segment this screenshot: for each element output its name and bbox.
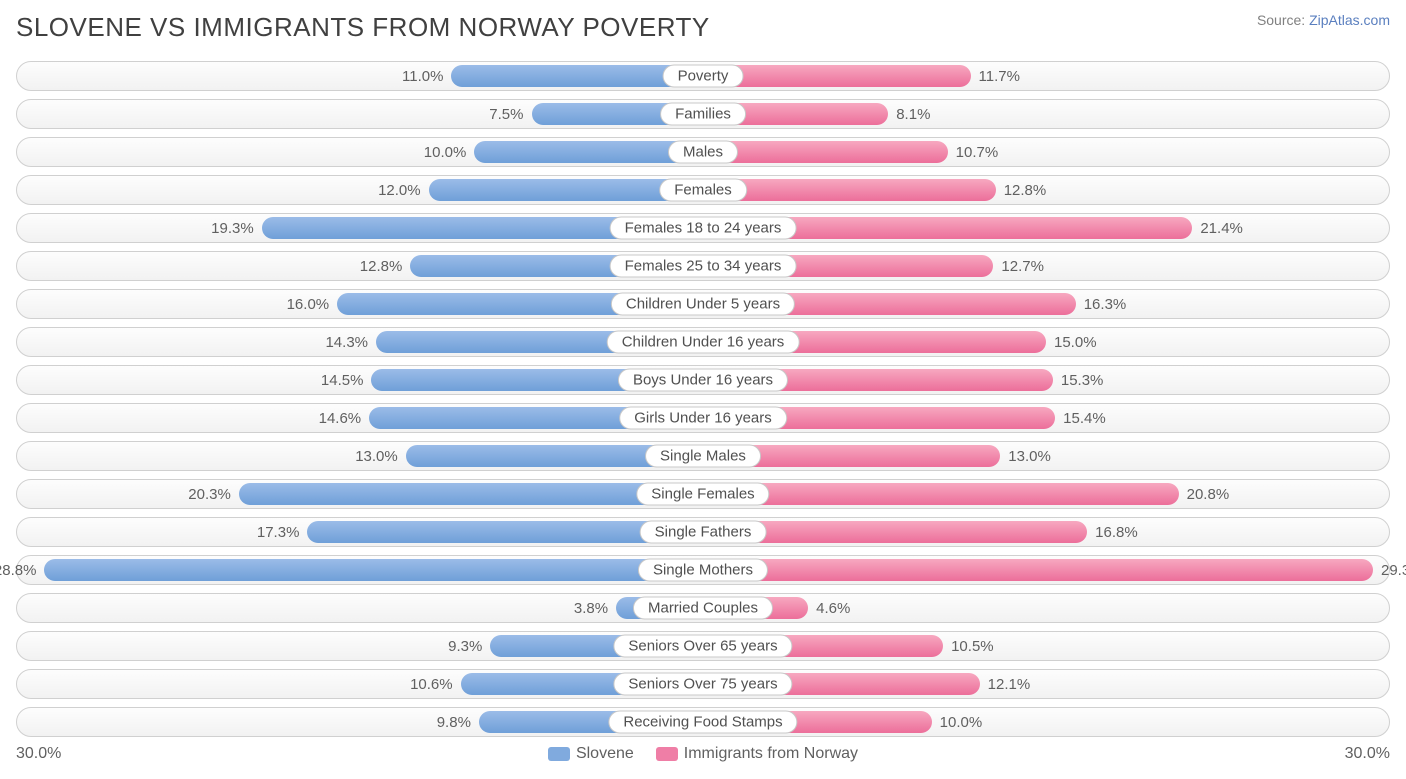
legend-swatch-right — [656, 747, 678, 761]
bar-right — [703, 483, 1179, 505]
bar-right — [703, 141, 948, 163]
chart-row: 9.3% 10.5% Seniors Over 65 years — [16, 631, 1390, 661]
chart-legend: Slovene Immigrants from Norway — [61, 745, 1344, 763]
diverging-bar-chart: 11.0%11.7%Poverty7.5%8.1%Families10.0%10… — [16, 61, 1390, 737]
chart-row: 12.8% 12.7% Females 25 to 34 years — [16, 251, 1390, 281]
category-label: Girls Under 16 years — [619, 407, 787, 430]
value-right: 10.0% — [932, 708, 1002, 736]
category-label: Females 18 to 24 years — [610, 217, 797, 240]
value-right: 12.8% — [996, 176, 1066, 204]
value-right: 20.8% — [1179, 480, 1249, 508]
category-label: Single Mothers — [638, 559, 768, 582]
category-label: Boys Under 16 years — [618, 369, 788, 392]
bar-right — [703, 559, 1373, 581]
value-left: 3.8% — [546, 594, 616, 622]
category-label: Families — [660, 103, 746, 126]
value-left: 17.3% — [237, 518, 307, 546]
value-left: 13.0% — [336, 442, 406, 470]
source-link[interactable]: ZipAtlas.com — [1309, 12, 1390, 28]
chart-row: 19.3% 21.4% Females 18 to 24 years — [16, 213, 1390, 243]
chart-source: Source: ZipAtlas.com — [1257, 12, 1390, 28]
chart-row: 7.5% 8.1% Families — [16, 99, 1390, 129]
bar-right — [703, 179, 996, 201]
bar-left — [239, 483, 703, 505]
category-label: Seniors Over 65 years — [613, 635, 792, 658]
value-left: 14.3% — [306, 328, 376, 356]
value-right: 8.1% — [888, 100, 958, 128]
axis-max-left: 30.0% — [16, 745, 61, 763]
chart-row: 11.0% 11.7% Poverty — [16, 61, 1390, 91]
chart-row: 12.0% 12.8% Females — [16, 175, 1390, 205]
category-label: Single Fathers — [640, 521, 767, 544]
legend-label-right: Immigrants from Norway — [684, 745, 858, 763]
chart-row: 10.0% 10.7% Males — [16, 137, 1390, 167]
category-label: Receiving Food Stamps — [608, 711, 797, 734]
value-left: 16.0% — [267, 290, 337, 318]
value-left: 14.5% — [301, 366, 371, 394]
category-label: Poverty — [663, 65, 744, 88]
value-right: 15.3% — [1053, 366, 1123, 394]
value-left: 12.0% — [359, 176, 429, 204]
chart-row: 14.5% 15.3% Boys Under 16 years — [16, 365, 1390, 395]
value-right: 11.7% — [971, 62, 1041, 90]
value-left: 14.6% — [299, 404, 369, 432]
category-label: Males — [668, 141, 738, 164]
chart-title: SLOVENE VS IMMIGRANTS FROM NORWAY POVERT… — [16, 12, 710, 43]
value-right: 10.7% — [948, 138, 1018, 166]
category-label: Married Couples — [633, 597, 773, 620]
legend-label-left: Slovene — [576, 745, 634, 763]
value-right: 16.8% — [1087, 518, 1157, 546]
value-left: 7.5% — [462, 100, 532, 128]
chart-row: 10.6% 12.1% Seniors Over 75 years — [16, 669, 1390, 699]
value-left: 28.8% — [0, 556, 44, 584]
source-prefix: Source: — [1257, 12, 1309, 28]
value-left: 10.6% — [391, 670, 461, 698]
value-left: 10.0% — [404, 138, 474, 166]
bar-left — [44, 559, 703, 581]
chart-row: 28.8%29.3%Single Mothers — [16, 555, 1390, 585]
chart-row: 9.8% 10.0% Receiving Food Stamps — [16, 707, 1390, 737]
chart-row: 16.0% 16.3% Children Under 5 years — [16, 289, 1390, 319]
value-right: 13.0% — [1000, 442, 1070, 470]
category-label: Children Under 5 years — [611, 293, 795, 316]
value-left: 9.8% — [409, 708, 479, 736]
category-label: Single Males — [645, 445, 761, 468]
chart-row: 14.3% 15.0% Children Under 16 years — [16, 327, 1390, 357]
value-left: 11.0% — [381, 62, 451, 90]
legend-item-left: Slovene — [548, 745, 634, 763]
value-left: 12.8% — [340, 252, 410, 280]
chart-row: 20.3% 20.8% Single Females — [16, 479, 1390, 509]
chart-row: 3.8% 4.6% Married Couples — [16, 593, 1390, 623]
chart-footer: 30.0% Slovene Immigrants from Norway 30.… — [16, 745, 1390, 763]
value-right: 15.4% — [1055, 404, 1125, 432]
chart-row: 17.3% 16.8% Single Fathers — [16, 517, 1390, 547]
value-right: 10.5% — [943, 632, 1013, 660]
category-label: Single Females — [636, 483, 769, 506]
value-right: 12.1% — [980, 670, 1050, 698]
chart-row: 14.6% 15.4% Girls Under 16 years — [16, 403, 1390, 433]
value-left: 19.3% — [192, 214, 262, 242]
axis-max-right: 30.0% — [1345, 745, 1390, 763]
category-label: Females — [659, 179, 747, 202]
value-right: 15.0% — [1046, 328, 1116, 356]
category-label: Seniors Over 75 years — [613, 673, 792, 696]
value-right: 4.6% — [808, 594, 878, 622]
legend-item-right: Immigrants from Norway — [656, 745, 858, 763]
value-right: 12.7% — [993, 252, 1063, 280]
legend-swatch-left — [548, 747, 570, 761]
category-label: Females 25 to 34 years — [610, 255, 797, 278]
value-left: 9.3% — [420, 632, 490, 660]
value-left: 20.3% — [169, 480, 239, 508]
chart-row: 13.0% 13.0% Single Males — [16, 441, 1390, 471]
value-right: 29.3% — [1373, 556, 1406, 584]
value-right: 16.3% — [1076, 290, 1146, 318]
value-right: 21.4% — [1192, 214, 1262, 242]
chart-header: SLOVENE VS IMMIGRANTS FROM NORWAY POVERT… — [16, 12, 1390, 43]
category-label: Children Under 16 years — [607, 331, 800, 354]
